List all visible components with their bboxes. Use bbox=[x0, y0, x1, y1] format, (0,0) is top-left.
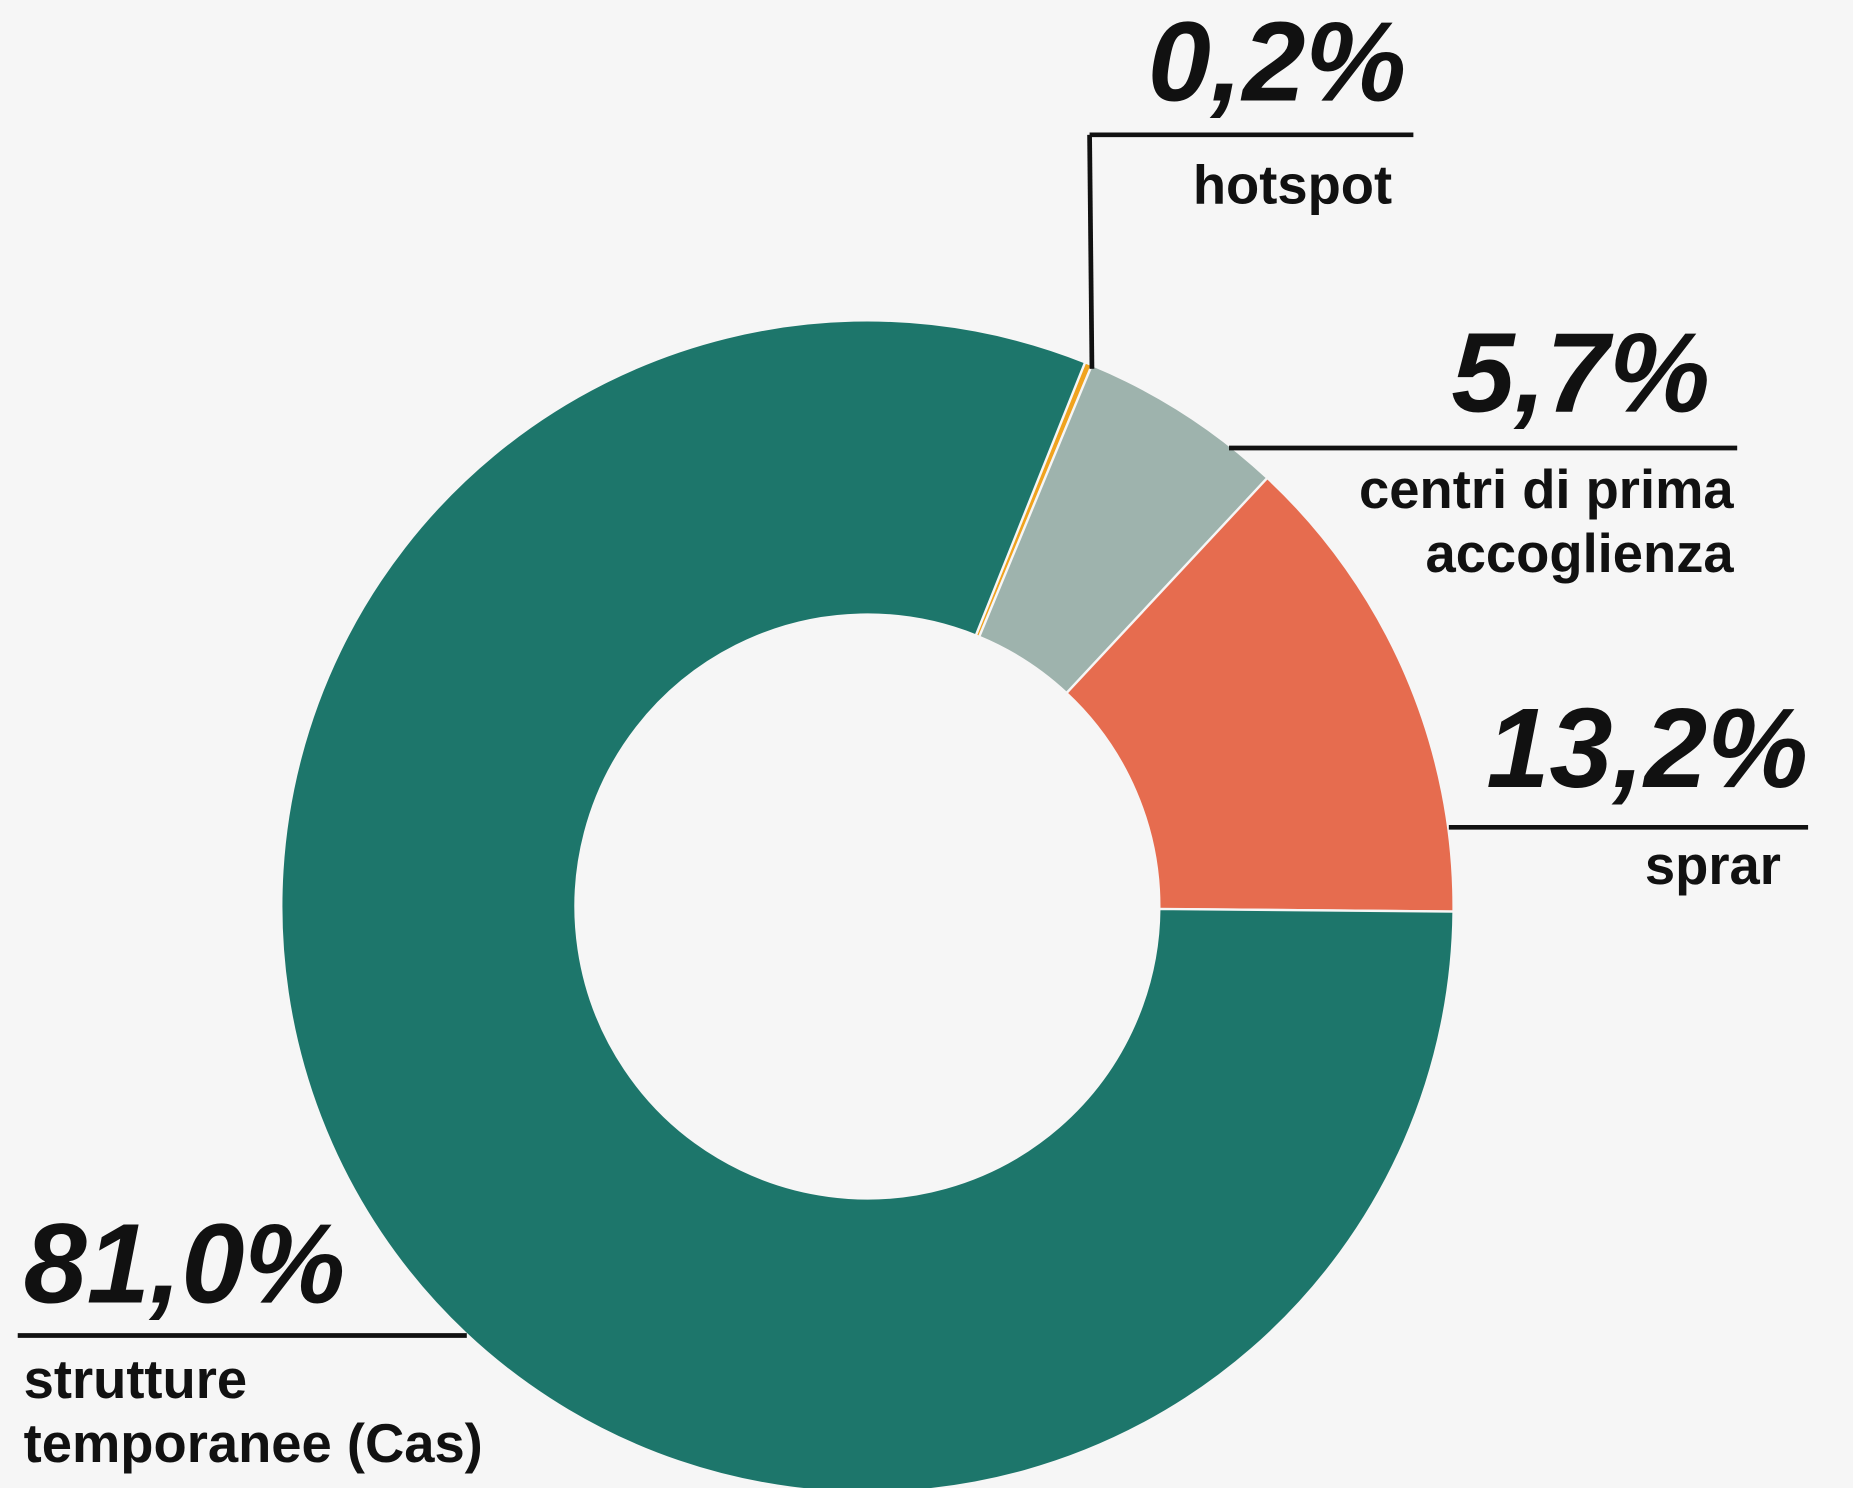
category-label: sprar bbox=[1645, 835, 1781, 896]
donut-slice bbox=[1064, 476, 1455, 913]
value-label: 5,7% bbox=[1451, 309, 1710, 436]
category-label: temporanee (Cas) bbox=[24, 1413, 483, 1474]
category-label: strutture bbox=[24, 1349, 248, 1410]
donut-slice bbox=[280, 319, 1455, 1488]
leader-line bbox=[1087, 134, 1095, 369]
category-label: accoglienza bbox=[1425, 523, 1734, 584]
value-label: 0,2% bbox=[1148, 0, 1407, 126]
category-label: hotspot bbox=[1193, 154, 1392, 215]
value-label: 13,2% bbox=[1486, 685, 1808, 812]
value-label: 81,0% bbox=[24, 1200, 346, 1327]
category-label: centri di prima bbox=[1359, 459, 1734, 520]
